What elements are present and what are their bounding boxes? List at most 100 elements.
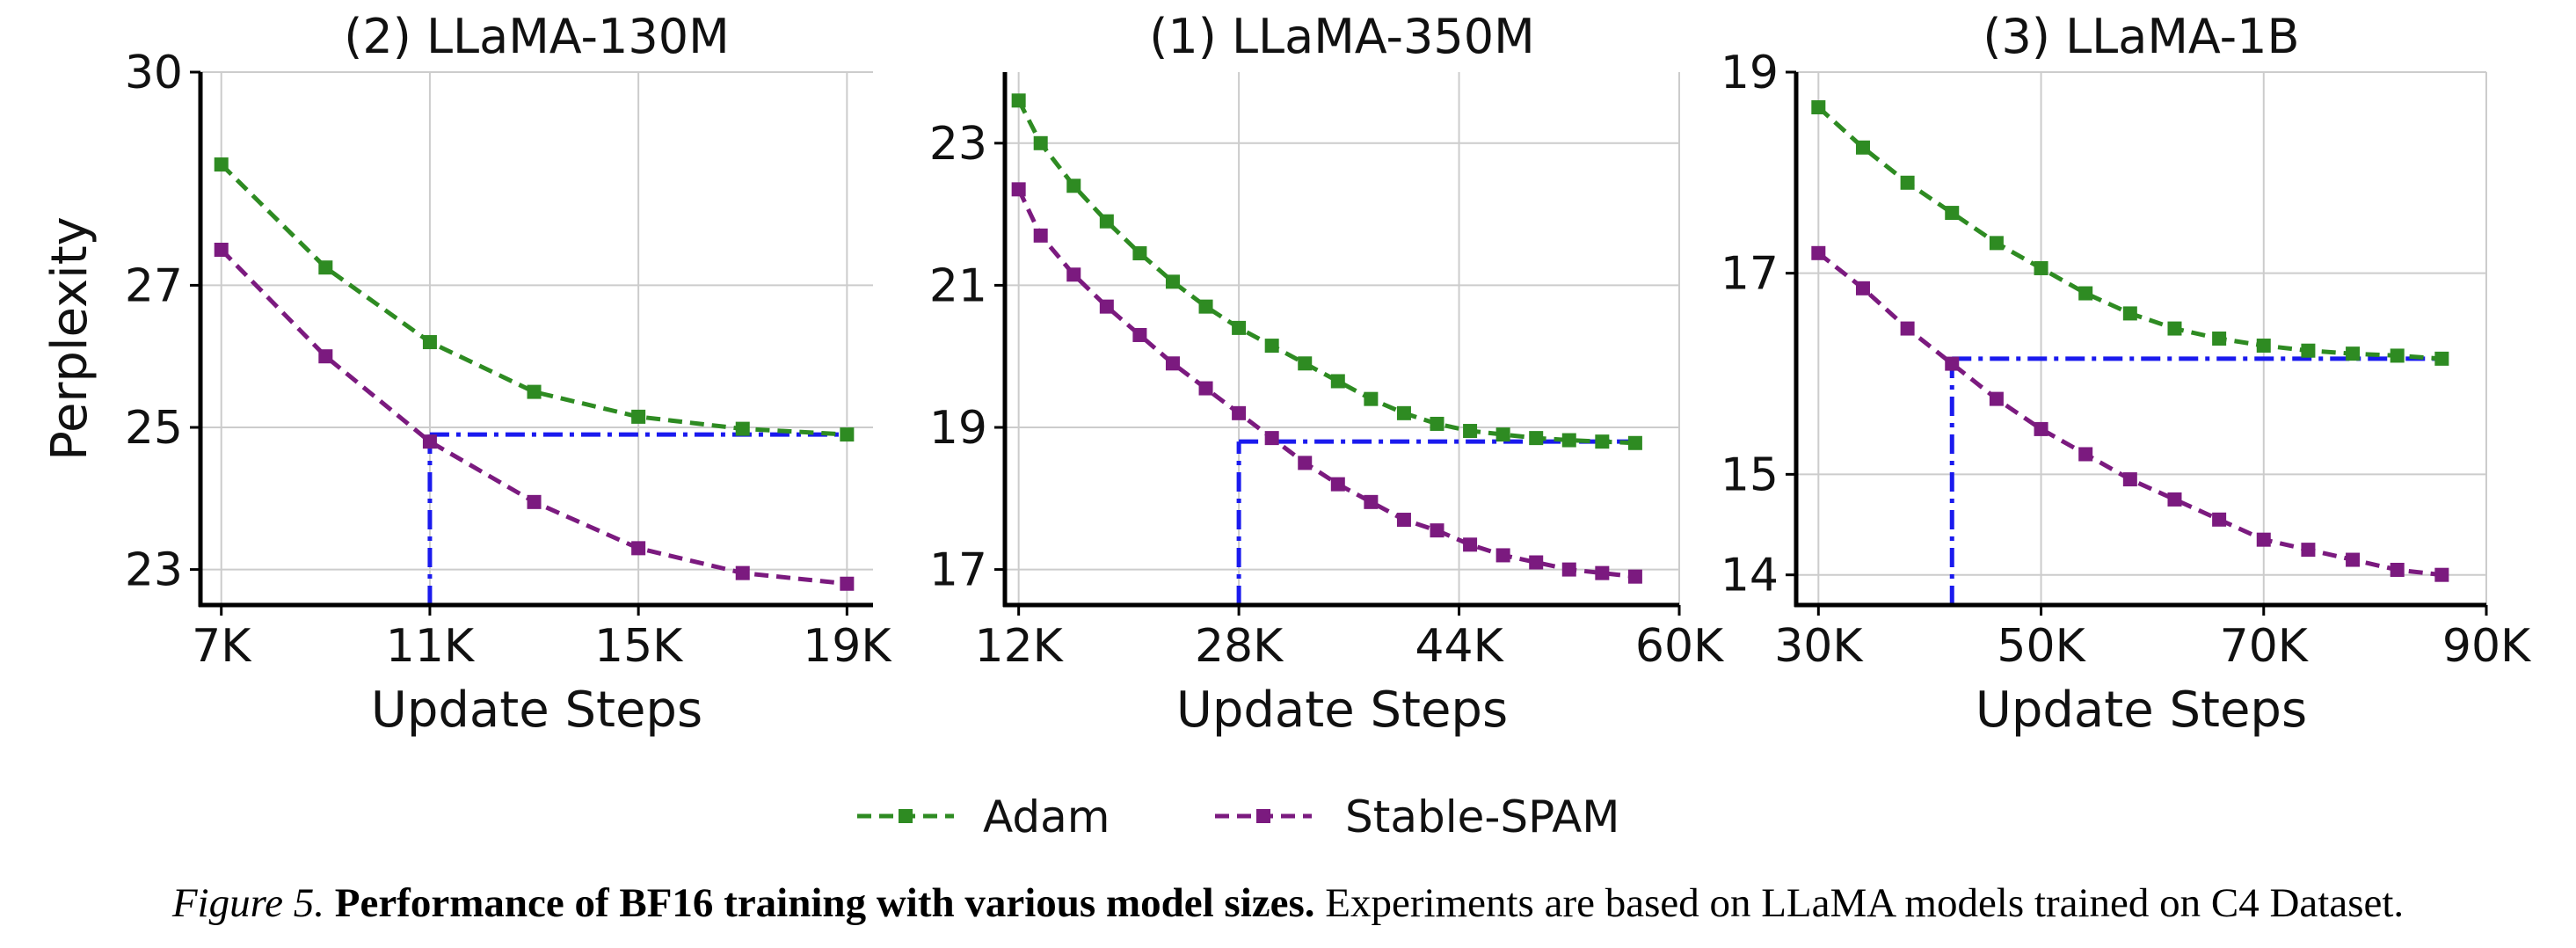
x-tick-label: 44K bbox=[1415, 620, 1504, 673]
data-point-adam bbox=[1330, 374, 1345, 389]
data-point-adam bbox=[1627, 435, 1642, 450]
data-point-adam bbox=[1595, 434, 1610, 449]
data-point-adam bbox=[1232, 320, 1247, 335]
x-axis-label: Update Steps bbox=[371, 682, 702, 739]
data-point-stable-spam bbox=[1463, 537, 1478, 552]
data-point-adam bbox=[1165, 274, 1180, 289]
legend-marker-adam bbox=[899, 809, 913, 823]
data-point-adam bbox=[2346, 346, 2361, 361]
chart-panel-3: 30K 50K 70K 90K 14 15 17 19 (3) LLaMA-1B Update S… bbox=[1721, 9, 2532, 739]
data-point-stable-spam bbox=[1011, 182, 1026, 197]
data-point-stable-spam bbox=[1561, 562, 1576, 577]
data-point-adam bbox=[1561, 433, 1576, 448]
x-tick-label: 15K bbox=[594, 620, 684, 673]
data-point-stable-spam bbox=[318, 349, 333, 364]
legend-label-stable-spam: Stable-SPAM bbox=[1345, 791, 1619, 842]
data-point-stable-spam bbox=[214, 243, 229, 257]
data-point-stable-spam bbox=[2301, 543, 2316, 558]
data-point-stable-spam bbox=[1264, 431, 1279, 446]
caption-text: Experiments are based on LLaMA models tr… bbox=[1325, 880, 2405, 926]
data-point-stable-spam bbox=[2256, 532, 2271, 547]
y-tick-label: 25 bbox=[125, 402, 183, 455]
data-point-adam bbox=[2434, 351, 2449, 366]
data-point-adam bbox=[527, 384, 542, 399]
data-point-adam bbox=[735, 421, 750, 436]
data-point-adam bbox=[318, 260, 333, 275]
data-point-adam bbox=[1132, 246, 1147, 261]
data-point-adam bbox=[2034, 260, 2048, 275]
data-point-adam bbox=[1855, 140, 1870, 155]
data-point-stable-spam bbox=[2212, 512, 2227, 527]
legend-item-stable-spam: Stable-SPAM bbox=[1215, 791, 1619, 842]
data-point-stable-spam bbox=[1132, 327, 1147, 342]
legend-item-adam: Adam bbox=[857, 791, 1110, 842]
data-point-stable-spam bbox=[1066, 267, 1081, 282]
data-point-adam bbox=[631, 409, 646, 424]
y-tick-label: 27 bbox=[125, 259, 183, 312]
data-point-adam bbox=[1011, 93, 1026, 108]
data-point-stable-spam bbox=[1198, 381, 1213, 396]
chart-title: (3) LLaMA-1B bbox=[1983, 9, 2299, 64]
chart-title: (2) LLaMA-130M bbox=[344, 9, 729, 64]
data-point-stable-spam bbox=[2167, 492, 2182, 507]
y-tick-label: 30 bbox=[125, 47, 183, 99]
data-point-stable-spam bbox=[1811, 245, 1826, 260]
data-point-stable-spam bbox=[1232, 405, 1247, 420]
data-point-adam bbox=[1066, 179, 1081, 193]
data-point-adam bbox=[1264, 339, 1279, 354]
y-tick-label: 14 bbox=[1721, 550, 1779, 602]
data-point-adam bbox=[214, 157, 229, 172]
data-point-adam bbox=[1463, 424, 1478, 439]
x-tick-label: 50K bbox=[1997, 620, 2086, 673]
data-point-stable-spam bbox=[2078, 447, 2093, 462]
data-point-adam bbox=[1945, 206, 1960, 221]
data-point-stable-spam bbox=[1900, 321, 1915, 336]
data-point-adam bbox=[2390, 348, 2405, 363]
series-line-adam bbox=[1016, 99, 1636, 446]
data-point-stable-spam bbox=[1396, 513, 1411, 528]
data-point-adam bbox=[1033, 135, 1048, 150]
data-point-adam bbox=[2256, 339, 2271, 354]
caption-label: Figure 5. bbox=[171, 880, 324, 926]
y-axis-label: Perplexity bbox=[41, 216, 98, 461]
data-point-stable-spam bbox=[2034, 421, 2048, 436]
data-point-stable-spam bbox=[1989, 391, 2004, 406]
x-tick-label: 60K bbox=[1635, 620, 1725, 673]
data-point-stable-spam bbox=[1945, 356, 1960, 371]
y-tick-label: 15 bbox=[1721, 448, 1779, 501]
data-point-adam bbox=[1198, 299, 1213, 314]
data-point-stable-spam bbox=[1364, 494, 1379, 509]
caption-bold-text: Performance of BF16 training with variou… bbox=[334, 880, 1315, 926]
data-point-adam bbox=[1430, 416, 1444, 431]
data-point-stable-spam bbox=[1298, 456, 1313, 470]
data-point-stable-spam bbox=[631, 541, 646, 556]
x-axis-label: Update Steps bbox=[1176, 682, 1508, 739]
x-tick-label: 90K bbox=[2442, 620, 2532, 673]
series-line-adam bbox=[1816, 106, 2442, 361]
legend-label-adam: Adam bbox=[983, 791, 1110, 842]
y-tick-label: 17 bbox=[929, 544, 987, 597]
x-tick-label: 7K bbox=[192, 620, 252, 673]
x-tick-label: 70K bbox=[2220, 620, 2310, 673]
y-tick-label: 17 bbox=[1721, 248, 1779, 301]
figure-caption: Figure 5. Performance of BF16 training w… bbox=[0, 879, 2576, 941]
data-point-adam bbox=[1396, 405, 1411, 420]
data-point-adam bbox=[840, 427, 855, 442]
data-point-stable-spam bbox=[2434, 567, 2449, 582]
data-point-stable-spam bbox=[2122, 472, 2137, 487]
chart-panel-1: 7K 11K 15K 19K 23 25 27 30 (2) LLaMA-130M Update … bbox=[41, 9, 892, 739]
data-point-adam bbox=[2212, 332, 2227, 346]
data-point-stable-spam bbox=[1330, 477, 1345, 492]
y-tick-label: 23 bbox=[929, 118, 987, 171]
legend: Adam Stable-SPAM bbox=[857, 791, 1619, 842]
data-point-stable-spam bbox=[2346, 552, 2361, 567]
data-point-adam bbox=[1495, 427, 1510, 442]
data-point-adam bbox=[422, 335, 437, 350]
data-point-adam bbox=[1900, 175, 1915, 190]
data-point-adam bbox=[2078, 286, 2093, 301]
chart-title: (1) LLaMA-350M bbox=[1149, 9, 1534, 64]
x-axis-label: Update Steps bbox=[1976, 682, 2307, 739]
data-point-stable-spam bbox=[1165, 356, 1180, 371]
y-tick-label: 23 bbox=[125, 544, 183, 597]
